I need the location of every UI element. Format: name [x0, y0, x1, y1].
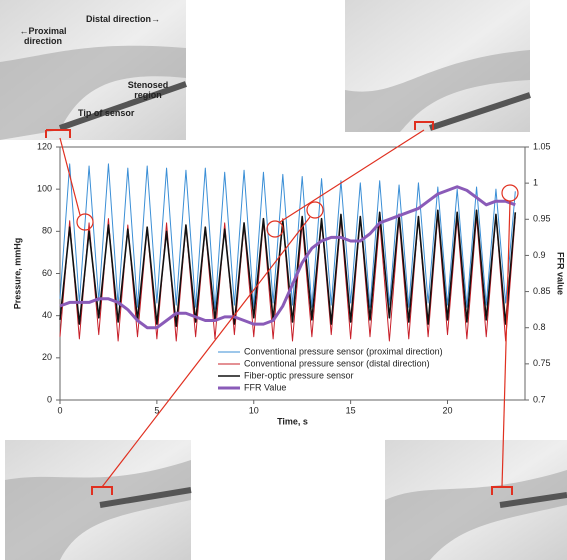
y2-tick-label: 0.9 [533, 250, 546, 260]
y2-axis-label: FFR value [556, 252, 566, 295]
x-tick-label: 20 [442, 405, 452, 415]
photo-bottom-left [5, 440, 192, 560]
y2-tick-label: 1.05 [533, 141, 551, 151]
legend-label: Conventional pressure sensor (proximal d… [244, 346, 443, 356]
y-tick-label: 100 [37, 184, 52, 194]
annotation: Tip of sensor [78, 108, 135, 118]
connectors [59, 129, 519, 488]
annotation: ←Proximal direction [19, 26, 67, 46]
y-tick-label: 40 [42, 310, 52, 320]
series-line [59, 185, 516, 330]
legend-label: Conventional pressure sensor (distal dir… [244, 358, 430, 368]
y-tick-label: 0 [47, 394, 52, 404]
y-tick-label: 80 [42, 226, 52, 236]
plot: 0204060801001200.70.750.80.850.90.9511.0… [12, 141, 565, 426]
legend-label: Fiber-optic pressure sensor [244, 370, 354, 380]
y-tick-label: 20 [42, 352, 52, 362]
series-line [59, 209, 517, 328]
y2-tick-label: 0.75 [533, 358, 551, 368]
series-line [59, 163, 516, 310]
photo-top-right [345, 0, 531, 132]
y2-tick-label: 0.85 [533, 286, 551, 296]
y-axis-label: Pressure, mmHg [12, 238, 22, 310]
legend-box [215, 346, 495, 398]
y2-tick-label: 0.95 [533, 214, 551, 224]
annotation: Distal direction→ [86, 14, 161, 24]
annotation: Stenosed region [127, 80, 169, 100]
y-tick-label: 60 [42, 268, 52, 278]
legend: Conventional pressure sensor (proximal d… [215, 346, 495, 398]
x-axis-label: Time, s [277, 416, 308, 426]
legend-label: FFR Value [244, 382, 286, 392]
y2-tick-label: 0.8 [533, 322, 546, 332]
photo-bottom-right [385, 440, 567, 560]
y2-tick-label: 0.7 [533, 394, 546, 404]
y-tick-label: 120 [37, 141, 52, 151]
x-tick-label: 15 [346, 405, 356, 415]
x-tick-label: 10 [249, 405, 259, 415]
x-tick-label: 0 [57, 405, 62, 415]
x-tick-label: 5 [154, 405, 159, 415]
photo-top-left [0, 0, 187, 140]
y2-tick-label: 1 [533, 178, 538, 188]
